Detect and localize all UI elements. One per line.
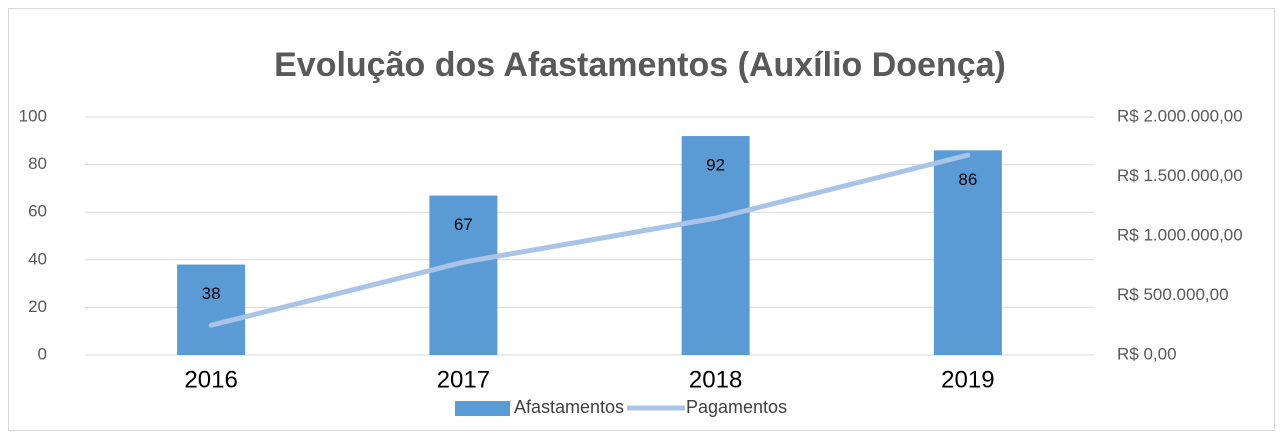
legend-label: Afastamentos bbox=[514, 397, 624, 417]
data-label: 92 bbox=[706, 156, 725, 175]
x-tick-label: 2018 bbox=[689, 366, 742, 393]
y2-tick-label: R$ 2.000.000,00 bbox=[1117, 106, 1243, 125]
y2-tick-label: R$ 1.000.000,00 bbox=[1117, 225, 1243, 244]
y2-tick-label: R$ 0,00 bbox=[1117, 344, 1177, 363]
x-tick-label: 2016 bbox=[184, 366, 237, 393]
y-tick-label: 20 bbox=[28, 297, 47, 316]
data-label: 38 bbox=[202, 284, 221, 303]
x-tick-label: 2019 bbox=[941, 366, 994, 393]
legend-label: Pagamentos bbox=[686, 397, 787, 417]
data-label: 86 bbox=[958, 170, 977, 189]
y-tick-label: 0 bbox=[38, 344, 47, 363]
chart-title: Evolução dos Afastamentos (Auxílio Doenç… bbox=[274, 46, 1006, 84]
bar bbox=[177, 264, 246, 355]
legend-swatch bbox=[455, 401, 510, 416]
chart-border bbox=[8, 8, 1275, 431]
bar bbox=[429, 195, 498, 355]
line bbox=[208, 152, 971, 328]
bar bbox=[933, 150, 1002, 355]
y-tick-label: 80 bbox=[28, 154, 47, 173]
y-tick-label: 60 bbox=[28, 202, 47, 221]
data-label: 67 bbox=[454, 215, 473, 234]
y-tick-label: 100 bbox=[19, 106, 47, 125]
y2-tick-label: R$ 1.500.000,00 bbox=[1117, 166, 1243, 185]
bar bbox=[681, 136, 750, 355]
y-tick-label: 40 bbox=[28, 249, 47, 268]
x-tick-label: 2017 bbox=[437, 366, 490, 393]
y2-tick-label: R$ 500.000,00 bbox=[1117, 285, 1229, 304]
